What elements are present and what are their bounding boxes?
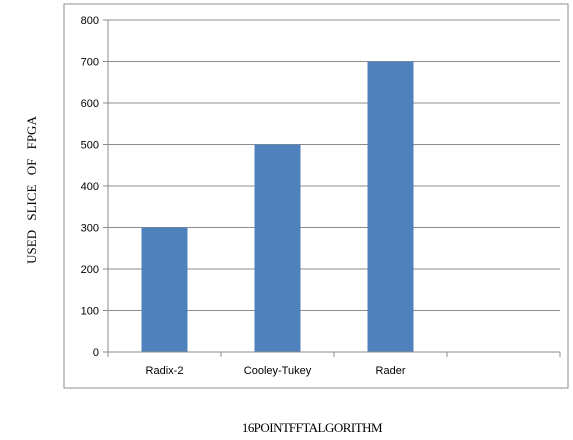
y-axis-title: USED SLICE OF FPGA: [24, 116, 39, 264]
axes: [103, 19, 561, 357]
y-tick-label: 200: [81, 264, 99, 276]
bar-rader: [367, 61, 414, 352]
x-tick-label: Rader: [376, 365, 406, 377]
bars: [141, 61, 414, 352]
y-tick-label: 600: [81, 98, 99, 110]
y-tick-label: 0: [93, 347, 99, 359]
y-tick-label: 800: [81, 15, 99, 27]
y-tick-label: 500: [81, 140, 99, 152]
x-axis-title: 16 POINT FFT ALGORITHM: [242, 420, 383, 435]
x-tick-labels: Radix-2 Cooley-Tukey Rader: [146, 365, 406, 377]
x-tick-label: Cooley-Tukey: [244, 365, 312, 377]
y-tick-label: 400: [81, 181, 99, 193]
bar-cooley-tukey: [254, 144, 301, 352]
y-tick-labels: 0 100 200 300 400 500 600 700 800: [81, 15, 99, 359]
y-tick-label: 700: [81, 57, 99, 69]
x-tick-label: Radix-2: [146, 365, 184, 377]
y-tick-label: 100: [81, 306, 99, 318]
bar-radix-2: [141, 227, 188, 352]
y-tick-label: 300: [81, 223, 99, 235]
